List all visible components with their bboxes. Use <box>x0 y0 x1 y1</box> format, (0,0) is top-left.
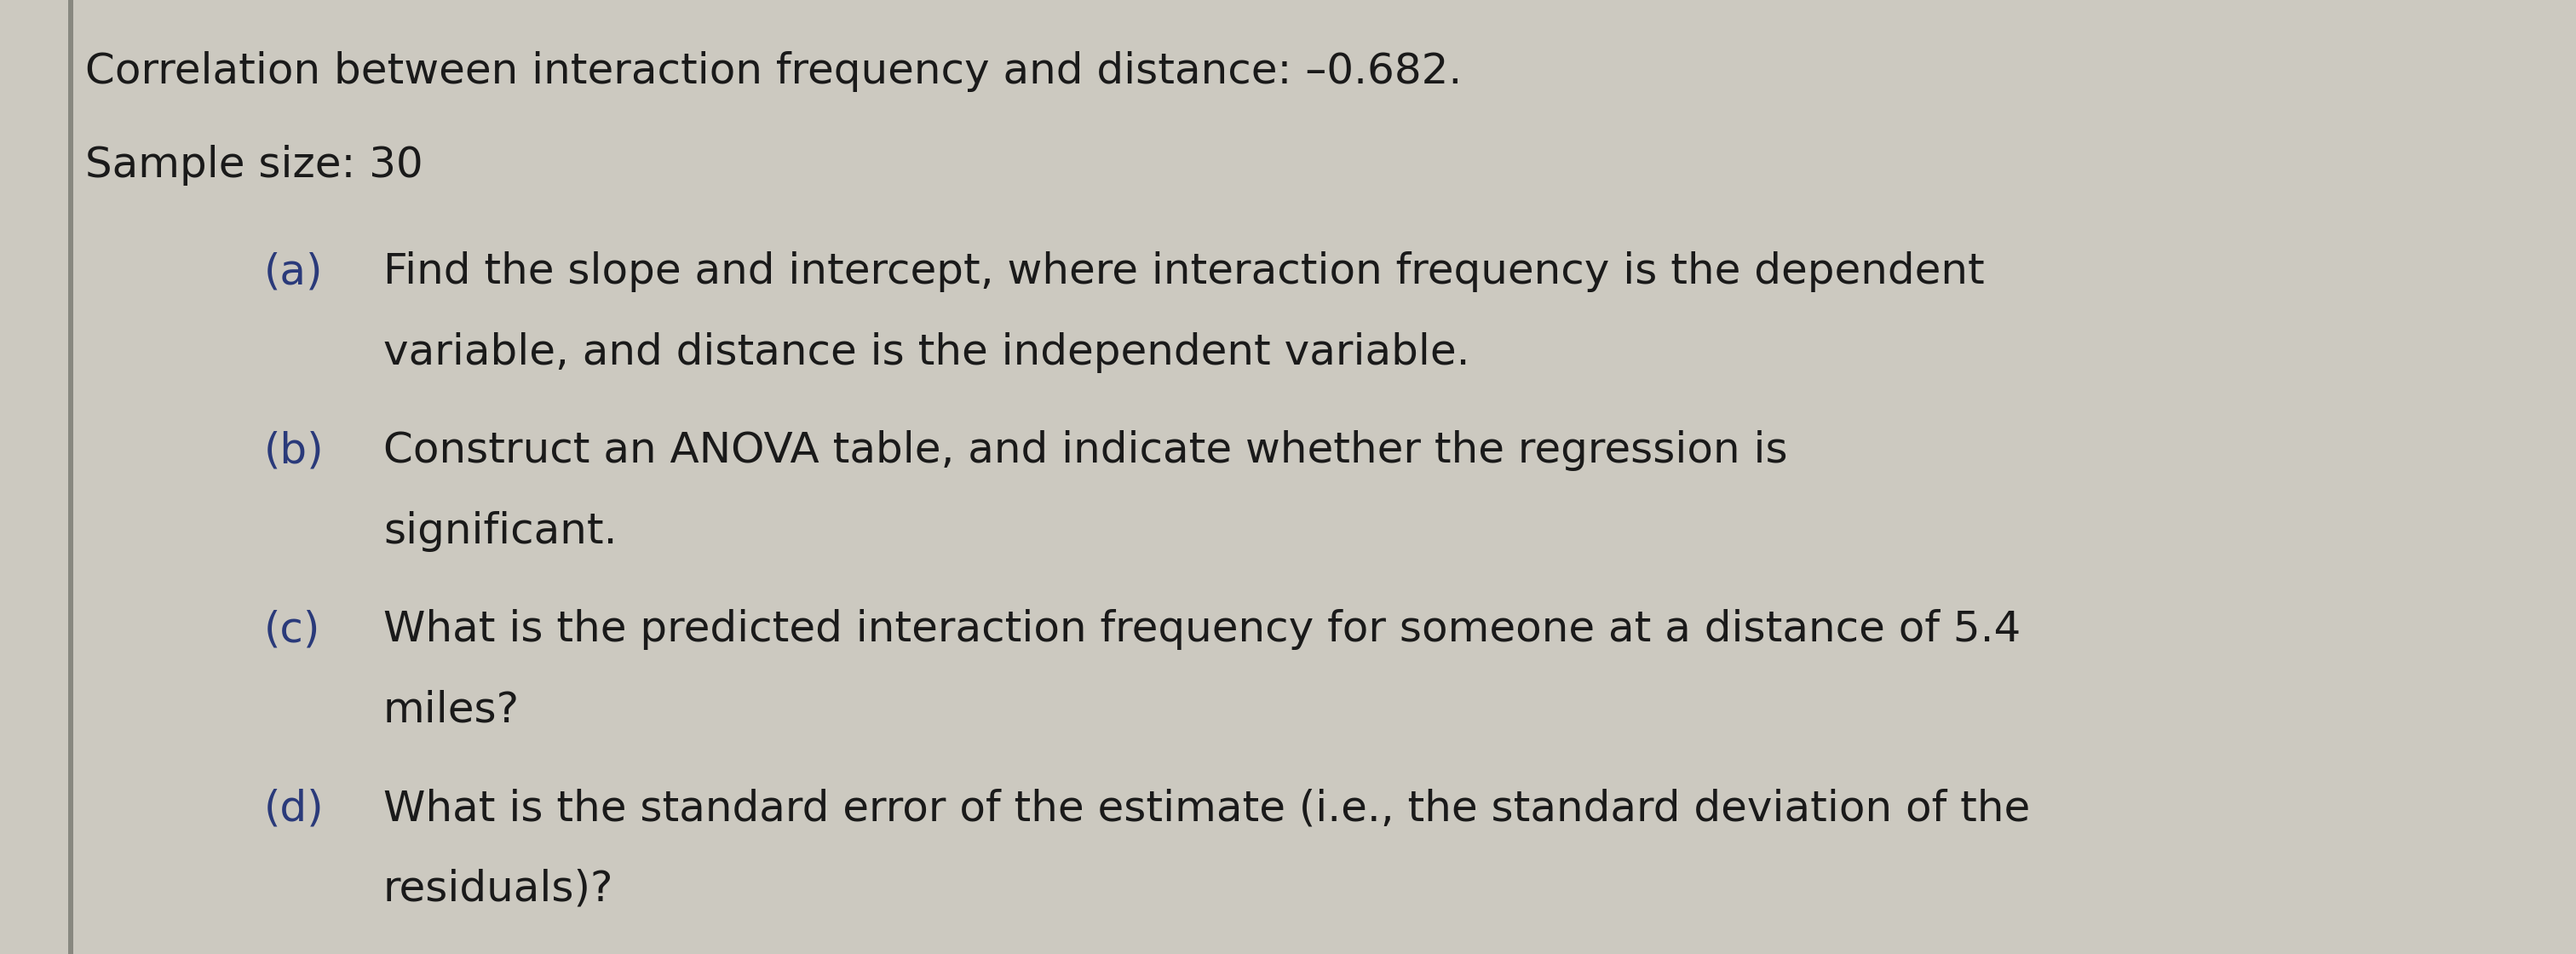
Text: miles?: miles? <box>384 690 520 731</box>
Text: Find the slope and intercept, where interaction frequency is the dependent: Find the slope and intercept, where inte… <box>384 251 1984 292</box>
Text: (d): (d) <box>265 788 325 829</box>
Text: Correlation between interaction frequency and distance: –0.682.: Correlation between interaction frequenc… <box>85 52 1463 92</box>
Text: What is the predicted interaction frequency for someone at a distance of 5.4: What is the predicted interaction freque… <box>384 609 2020 650</box>
Text: Construct an ANOVA table, and indicate whether the regression is: Construct an ANOVA table, and indicate w… <box>384 430 1788 471</box>
Text: What is the standard error of the estimate (i.e., the standard deviation of the: What is the standard error of the estima… <box>384 788 2030 829</box>
Text: variable, and distance is the independent variable.: variable, and distance is the independen… <box>384 332 1471 373</box>
Text: (c): (c) <box>265 609 319 650</box>
Text: (a): (a) <box>265 251 322 292</box>
Text: Sample size: 30: Sample size: 30 <box>85 145 422 186</box>
Bar <box>67 0 72 954</box>
Text: residuals)?: residuals)? <box>384 869 613 910</box>
Text: significant.: significant. <box>384 511 618 552</box>
Text: (b): (b) <box>265 430 325 471</box>
